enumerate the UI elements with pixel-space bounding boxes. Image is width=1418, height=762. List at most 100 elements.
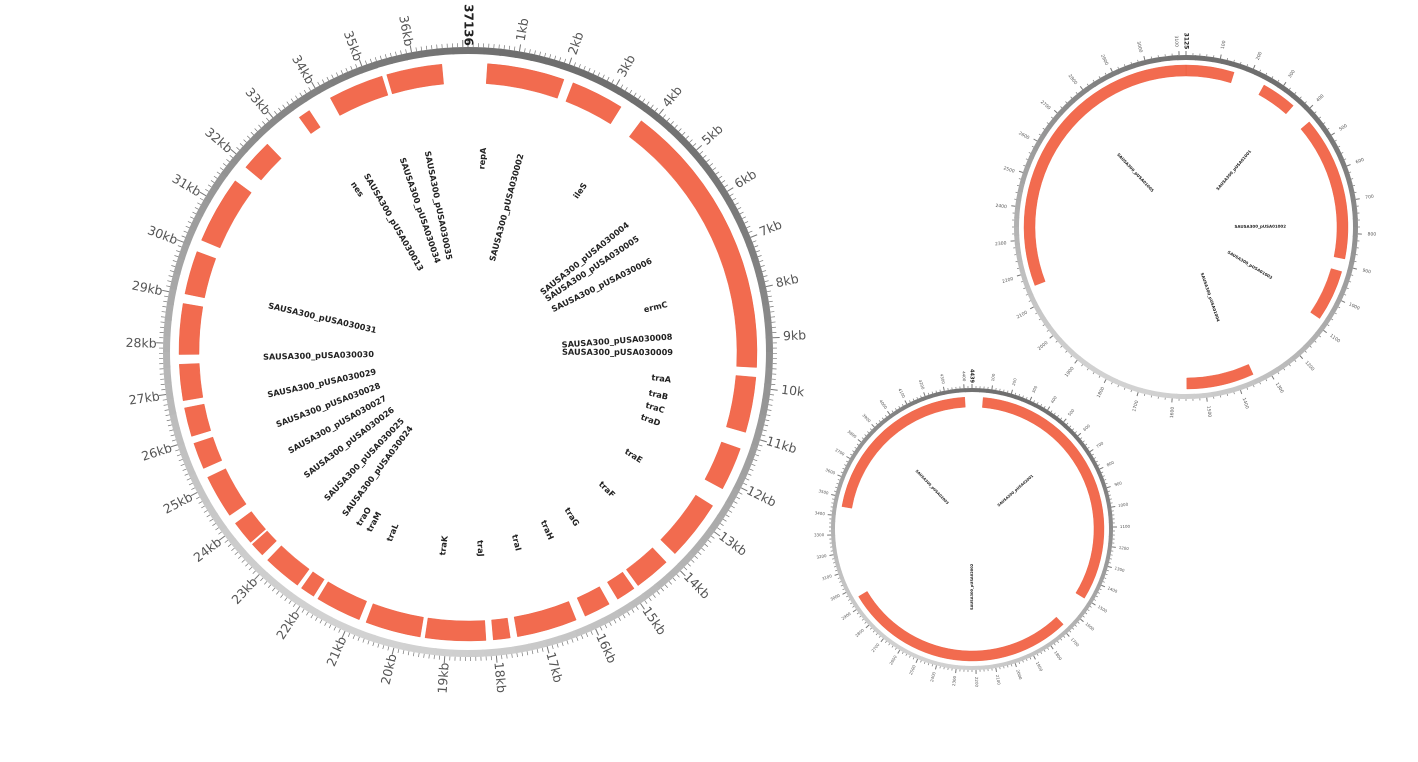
minor-tick: [260, 577, 264, 582]
minor-tick: [1093, 457, 1097, 459]
origin-size-label: 37136: [462, 4, 476, 46]
minor-tick: [769, 306, 774, 308]
tick-label: 1400: [1107, 585, 1119, 594]
minor-tick: [1063, 635, 1066, 638]
backbone-ring-segment: [1017, 260, 1025, 272]
minor-tick: [758, 444, 763, 447]
minor-tick: [176, 454, 181, 457]
minor-tick: [245, 563, 249, 567]
backbone-ring-segment: [434, 648, 453, 657]
backbone-ring-segment: [1309, 332, 1320, 343]
tick-label: 800: [1106, 460, 1115, 468]
minor-tick: [171, 439, 177, 442]
minor-tick: [1130, 390, 1132, 393]
minor-tick: [372, 642, 375, 647]
backbone-ring-segment: [358, 61, 378, 74]
minor-tick: [1018, 178, 1021, 180]
major-tick: [1309, 104, 1314, 109]
minor-tick: [767, 409, 772, 411]
minor-tick: [836, 482, 839, 485]
minor-tick: [1060, 638, 1063, 641]
backbone-ring-segment: [1157, 391, 1169, 399]
major-tick: [991, 385, 993, 390]
minor-tick: [1050, 116, 1053, 119]
minor-tick: [1299, 96, 1302, 99]
tick-label: 3500: [818, 488, 830, 495]
minor-tick: [869, 627, 872, 630]
minor-tick: [770, 311, 775, 313]
gene-label: SAUSA300_pUSA030002: [487, 153, 525, 263]
minor-tick: [576, 636, 579, 641]
minor-tick: [364, 60, 367, 65]
gene-feature-arc: [565, 82, 622, 125]
backbone-ring-segment: [872, 423, 882, 433]
tick-label: 600: [1355, 157, 1365, 166]
minor-tick: [927, 392, 930, 395]
backbone-ring-segment: [1028, 293, 1038, 306]
minor-tick: [172, 260, 177, 263]
backbone-ring-segment: [1032, 139, 1042, 152]
tick-label: 28kb: [125, 335, 157, 351]
minor-tick: [856, 612, 859, 615]
minor-tick: [927, 663, 930, 666]
minor-tick: [1233, 59, 1235, 62]
minor-tick: [206, 514, 211, 518]
minor-tick: [920, 395, 922, 398]
major-tick: [495, 655, 498, 663]
backbone-ring-segment: [1210, 390, 1222, 398]
minor-tick: [534, 50, 536, 55]
backbone-ring-segment: [1070, 350, 1081, 361]
gene-label: ermC: [643, 299, 669, 314]
gene-label: SAUSA300_pUSA01001: [1215, 149, 1252, 192]
minor-tick: [717, 527, 721, 531]
minor-tick: [164, 295, 169, 298]
minor-tick: [1026, 396, 1028, 400]
small-plasmid-map: 100 200 300 400 500 600 700 800 900 1000 1100 1200 1…: [814, 369, 1131, 687]
major-tick: [1079, 85, 1084, 90]
backbone-ring-segment: [1352, 217, 1359, 229]
minor-tick: [1294, 91, 1297, 94]
minor-tick: [352, 634, 355, 639]
minor-tick: [390, 52, 392, 57]
backbone-ring-segment: [1290, 351, 1302, 362]
backbone-ring-segment: [263, 113, 283, 131]
tick-label: 4200: [918, 379, 926, 391]
minor-tick: [1265, 72, 1268, 75]
minor-tick: [1323, 122, 1326, 124]
backbone-ring-segment: [1017, 181, 1025, 193]
gene-feature-arc: [628, 120, 758, 368]
minor-tick: [415, 47, 417, 52]
minor-tick: [1240, 61, 1242, 64]
minor-tick: [224, 539, 229, 543]
tick-label: 1500: [1097, 604, 1109, 614]
major-tick: [1074, 359, 1078, 364]
minor-tick: [177, 245, 182, 248]
gene-feature-arc: [704, 441, 741, 490]
gene-label: SAUSA300_pUSA030030: [263, 349, 374, 362]
gene-feature-arc: [298, 110, 321, 134]
tick-label: 4400: [961, 371, 967, 382]
gene-label: SAUSA300_pUSA01005: [1116, 152, 1155, 193]
backbone-ring-segment: [252, 123, 271, 142]
tick-label: 1600: [1084, 621, 1095, 632]
minor-tick: [840, 584, 843, 587]
backbone-ring-segment: [835, 484, 843, 494]
minor-tick: [1105, 573, 1108, 576]
backbone-ring-segment: [843, 464, 851, 474]
minor-tick: [395, 51, 397, 56]
backbone-ring-segment: [1000, 391, 1010, 397]
gene-label: traG: [563, 506, 582, 529]
minor-tick: [513, 46, 516, 51]
backbone-ring-segment: [1097, 471, 1104, 481]
minor-tick: [1101, 471, 1104, 474]
minor-tick: [1038, 133, 1041, 136]
minor-tick: [731, 505, 735, 509]
tick-label: 3100: [821, 573, 833, 581]
major-tick: [1063, 418, 1067, 423]
backbone-ring-segment: [169, 411, 181, 431]
minor-tick: [276, 591, 280, 595]
minor-tick: [666, 117, 670, 122]
tick-label: 26kb: [140, 440, 174, 464]
gene-feature-arc: [1258, 84, 1294, 115]
